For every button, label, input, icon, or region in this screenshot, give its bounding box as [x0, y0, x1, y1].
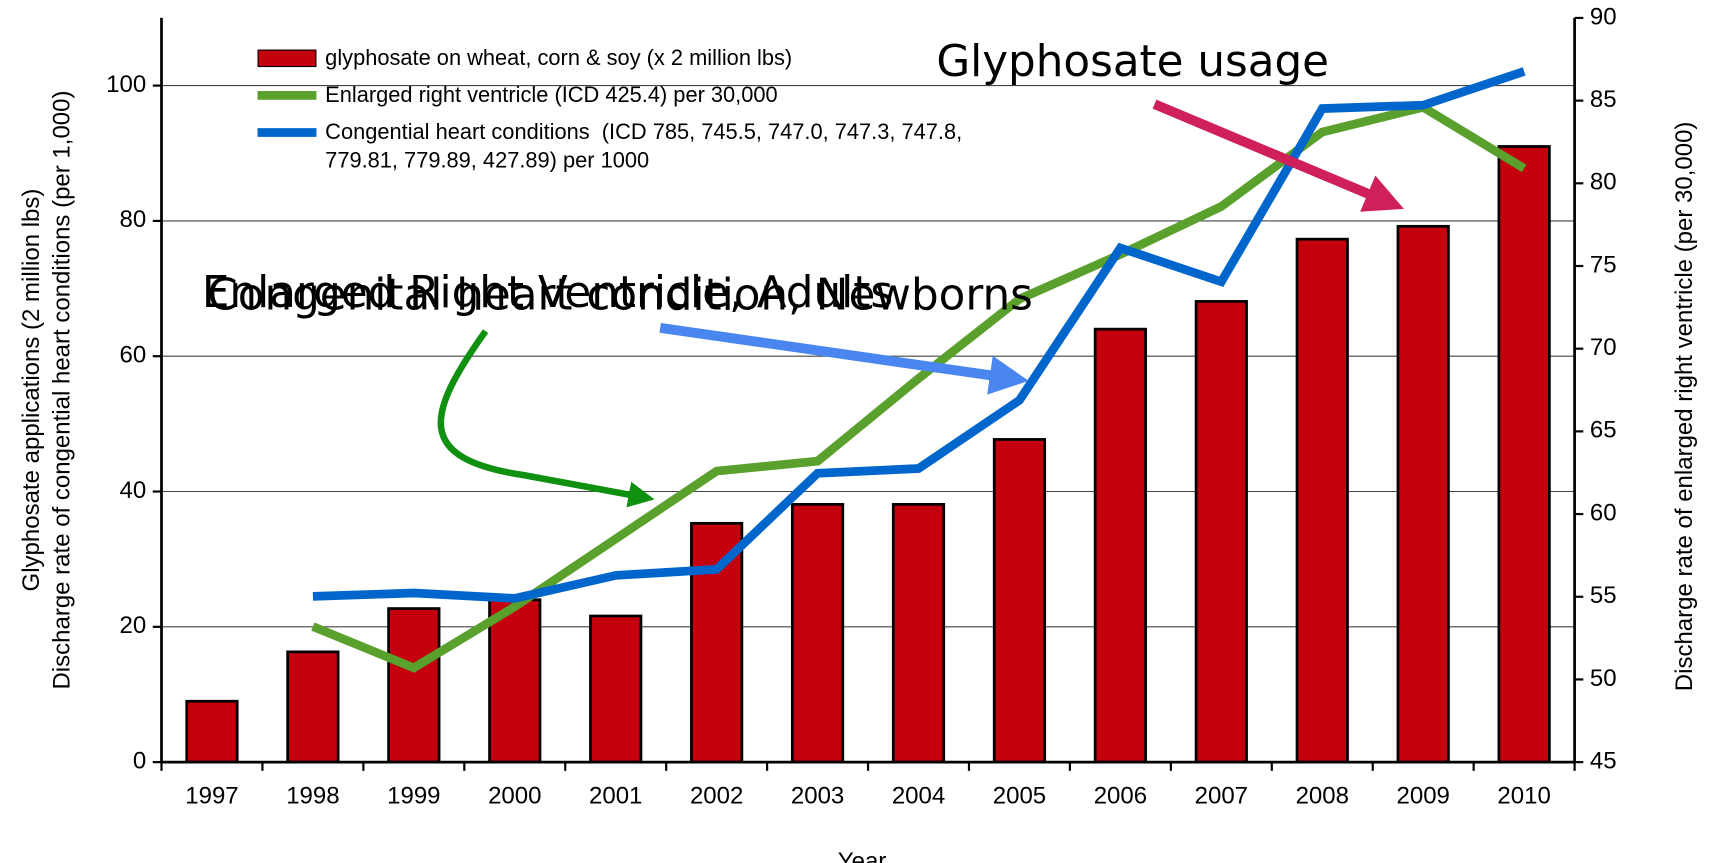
- x-tick-label: 2005: [993, 782, 1046, 809]
- bar: [286, 650, 340, 764]
- y-axis-label: Glyphosate applications (2 million lbs): [18, 189, 45, 592]
- bar: [790, 503, 845, 764]
- x-tick-label: 2007: [1195, 782, 1248, 809]
- y-tick-label: 60: [120, 342, 147, 369]
- line-series: [311, 102, 1527, 673]
- annotation: Enlarged Right Ventricle, Adults: [202, 267, 893, 318]
- bar: [891, 503, 946, 764]
- y-tick-label: 100: [106, 71, 146, 98]
- y2-tick-label: 55: [1590, 582, 1617, 609]
- y2-tick-label: 90: [1590, 3, 1617, 30]
- x-tick-label: 2000: [488, 782, 541, 809]
- x-tick-label: 2008: [1296, 782, 1349, 809]
- x-tick-label: 1998: [286, 782, 339, 809]
- x-tick-label: 1999: [387, 782, 440, 809]
- x-tick-label: 2010: [1497, 782, 1550, 809]
- bar: [1194, 300, 1248, 764]
- y2-tick-label: 75: [1590, 251, 1617, 278]
- legend: glyphosate on wheat, corn & soy (x 2 mil…: [251, 44, 993, 175]
- legend-box: glyphosate on wheat, corn & soy (x 2 mil…: [251, 44, 993, 175]
- legend-label: Enlarged right ventricle (ICD 425.4) per…: [325, 83, 778, 108]
- annotation: Glyphosate usage: [936, 36, 1329, 87]
- x-tick-label: 2006: [1094, 782, 1147, 809]
- legend-entry: Congential heart conditions (ICD 785, 74…: [251, 118, 993, 175]
- arrow: [437, 329, 655, 508]
- bar: [1093, 327, 1147, 764]
- bar: [690, 521, 744, 764]
- legend-swatch: [257, 128, 317, 137]
- arrow: [1152, 99, 1404, 212]
- y2-tick-label: 65: [1590, 417, 1617, 444]
- legend-label: glyphosate on wheat, corn & soy (x 2 mil…: [325, 46, 793, 71]
- y2-tick-label: 80: [1590, 169, 1617, 196]
- x-tick-label: 2009: [1397, 782, 1450, 809]
- y2-tick-label: 60: [1590, 499, 1617, 526]
- y2-axis-label: Discharge rate of enlarged right ventric…: [1671, 122, 1698, 692]
- arrow: [659, 322, 1029, 395]
- y2-tick-label: 85: [1590, 86, 1617, 113]
- y-tick-label: 40: [120, 477, 147, 504]
- y-tick-label: 20: [120, 612, 147, 639]
- bar: [589, 614, 643, 764]
- y-axis-label: Discharge rate of congential heart condi…: [49, 91, 76, 690]
- line-series: [312, 67, 1526, 603]
- bar: [992, 438, 1047, 764]
- y-tick-label: 80: [120, 206, 147, 233]
- y-tick-label: 0: [133, 747, 146, 774]
- x-axis-label: Year: [838, 848, 887, 863]
- legend-swatch: [257, 49, 317, 68]
- x-tick-label: 1997: [185, 782, 238, 809]
- x-tick-label: 2001: [589, 782, 642, 809]
- x-tick-label: 2002: [690, 782, 743, 809]
- y2-tick-label: 50: [1590, 665, 1617, 692]
- legend-label: Congential heart conditions (ICD 785, 74…: [325, 120, 969, 173]
- bar: [387, 607, 441, 764]
- x-tick-label: 2003: [791, 782, 844, 809]
- legend-swatch: [257, 91, 317, 100]
- y2-tick-label: 70: [1590, 334, 1617, 361]
- legend-entry: glyphosate on wheat, corn & soy (x 2 mil…: [251, 44, 993, 72]
- annotation: Congenital heart condition, Newborns: [207, 269, 1033, 320]
- legend-entry: Enlarged right ventricle (ICD 425.4) per…: [251, 81, 993, 109]
- bar: [1295, 237, 1349, 764]
- plot-area: 0 20 40 60 80 100 45 50 55 60 65 70 75 80 85 90 1997 1998…: [106, 3, 1616, 809]
- bar: [185, 699, 239, 764]
- bar: [488, 598, 542, 764]
- bar: [1497, 145, 1551, 764]
- bar: [1396, 224, 1450, 764]
- y2-tick-label: 45: [1590, 747, 1617, 774]
- x-tick-label: 2004: [892, 782, 945, 809]
